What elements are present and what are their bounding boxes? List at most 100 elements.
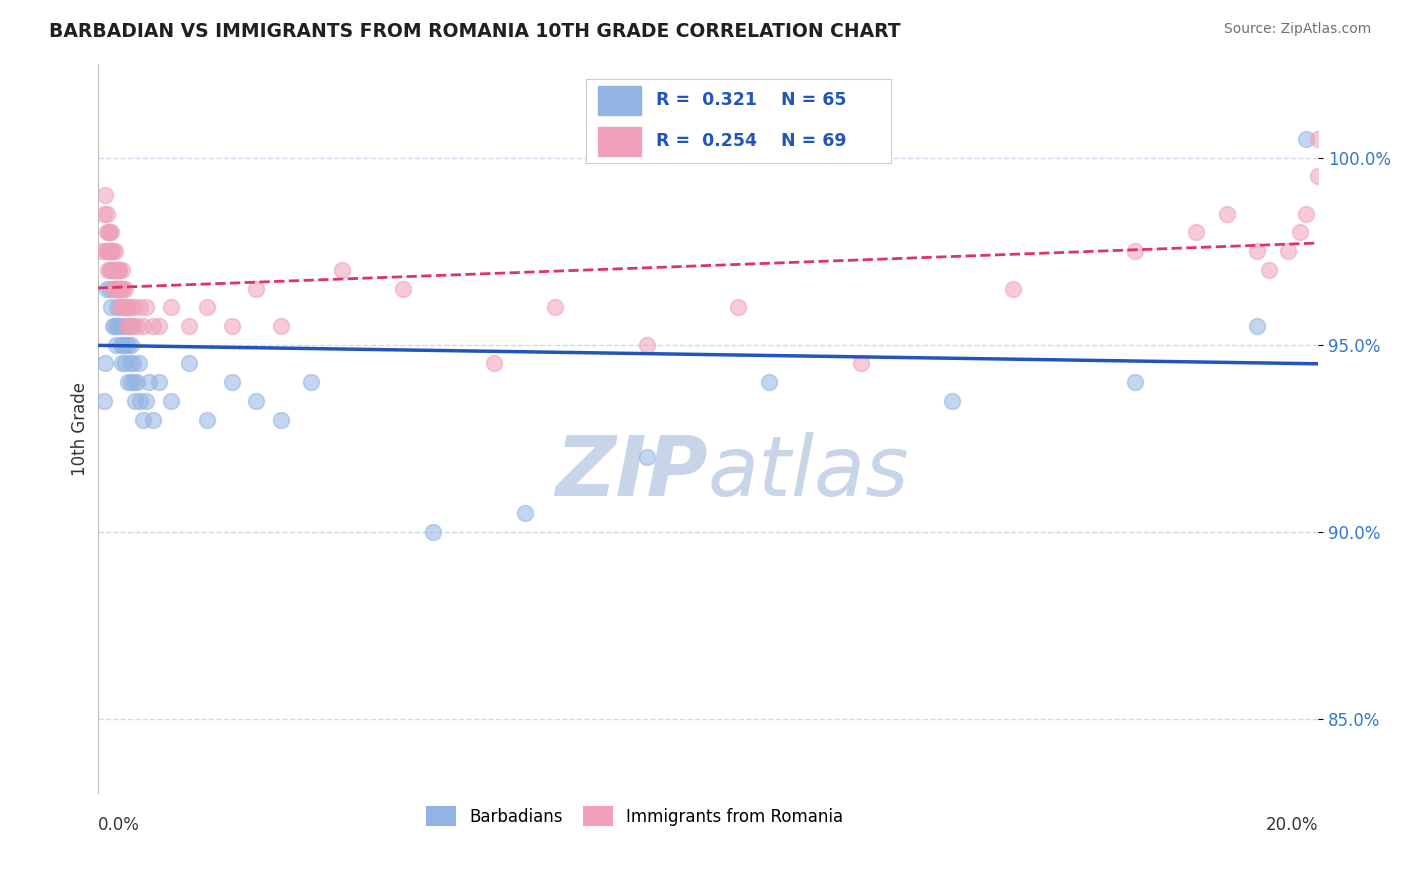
Point bbox=[135, 393, 157, 408]
Point bbox=[107, 282, 129, 296]
Point bbox=[97, 244, 120, 259]
Point bbox=[108, 301, 131, 315]
Point bbox=[148, 375, 170, 389]
Point bbox=[94, 244, 117, 259]
Point bbox=[636, 450, 658, 464]
Point bbox=[117, 337, 139, 351]
Point bbox=[1246, 244, 1268, 259]
Point bbox=[94, 356, 117, 370]
Point bbox=[94, 188, 117, 202]
Point bbox=[111, 263, 134, 277]
Text: 0.0%: 0.0% bbox=[97, 815, 139, 834]
Point bbox=[110, 337, 132, 351]
Point bbox=[101, 318, 124, 333]
Point bbox=[112, 282, 135, 296]
Point bbox=[120, 337, 142, 351]
Point bbox=[135, 301, 157, 315]
Point bbox=[117, 375, 139, 389]
Point bbox=[108, 263, 131, 277]
Point bbox=[1289, 226, 1312, 240]
Point bbox=[112, 301, 135, 315]
Point bbox=[97, 244, 120, 259]
Point bbox=[101, 263, 124, 277]
Legend: Barbadians, Immigrants from Romania: Barbadians, Immigrants from Romania bbox=[419, 799, 851, 833]
Point bbox=[115, 301, 138, 315]
Point bbox=[104, 263, 127, 277]
Point bbox=[104, 282, 127, 296]
Point bbox=[270, 318, 292, 333]
Point bbox=[110, 282, 132, 296]
Point bbox=[98, 244, 121, 259]
Point bbox=[197, 412, 219, 426]
Point bbox=[104, 282, 127, 296]
Point bbox=[96, 282, 118, 296]
Point bbox=[105, 301, 128, 315]
Point bbox=[112, 337, 135, 351]
Point bbox=[93, 393, 115, 408]
Point bbox=[115, 301, 138, 315]
Point bbox=[114, 282, 136, 296]
Point bbox=[141, 412, 163, 426]
Point bbox=[849, 356, 872, 370]
Point bbox=[159, 393, 181, 408]
Point bbox=[104, 263, 127, 277]
Point bbox=[129, 301, 152, 315]
Point bbox=[1246, 318, 1268, 333]
Text: atlas: atlas bbox=[709, 433, 910, 513]
Point bbox=[112, 301, 135, 315]
Point bbox=[391, 282, 413, 296]
Point bbox=[100, 244, 122, 259]
Point bbox=[100, 263, 122, 277]
Point bbox=[98, 282, 121, 296]
Point bbox=[1215, 207, 1237, 221]
Point bbox=[97, 226, 120, 240]
Point bbox=[108, 318, 131, 333]
Text: BARBADIAN VS IMMIGRANTS FROM ROMANIA 10TH GRADE CORRELATION CHART: BARBADIAN VS IMMIGRANTS FROM ROMANIA 10T… bbox=[49, 22, 901, 41]
Point bbox=[299, 375, 322, 389]
Point bbox=[245, 393, 267, 408]
Point bbox=[484, 356, 506, 370]
Point bbox=[1123, 375, 1146, 389]
Point bbox=[111, 301, 134, 315]
Point bbox=[179, 318, 201, 333]
Point bbox=[93, 207, 115, 221]
Point bbox=[104, 318, 127, 333]
Point bbox=[129, 393, 152, 408]
Point bbox=[159, 301, 181, 315]
Point bbox=[114, 318, 136, 333]
Point bbox=[122, 356, 145, 370]
Point bbox=[330, 263, 353, 277]
Point bbox=[197, 301, 219, 315]
Point bbox=[1277, 244, 1299, 259]
Point bbox=[108, 301, 131, 315]
Point bbox=[221, 375, 243, 389]
Point bbox=[100, 244, 122, 259]
Text: 20.0%: 20.0% bbox=[1265, 815, 1319, 834]
Point bbox=[115, 337, 138, 351]
Point bbox=[103, 282, 125, 296]
Point bbox=[91, 244, 114, 259]
Point bbox=[941, 393, 963, 408]
Point bbox=[111, 356, 134, 370]
Point bbox=[98, 263, 121, 277]
Point bbox=[101, 263, 124, 277]
Point bbox=[114, 356, 136, 370]
Point bbox=[118, 318, 141, 333]
Point bbox=[108, 263, 131, 277]
Point bbox=[422, 524, 444, 539]
Point bbox=[179, 356, 201, 370]
Point bbox=[124, 393, 146, 408]
Point bbox=[1258, 263, 1281, 277]
Y-axis label: 10th Grade: 10th Grade bbox=[72, 382, 89, 476]
Point bbox=[127, 375, 149, 389]
Point bbox=[120, 375, 142, 389]
Point bbox=[245, 282, 267, 296]
Point bbox=[100, 301, 122, 315]
Point bbox=[138, 375, 160, 389]
Point bbox=[1295, 132, 1317, 146]
Point bbox=[105, 318, 128, 333]
Point bbox=[221, 318, 243, 333]
Point bbox=[108, 282, 131, 296]
Text: ZIP: ZIP bbox=[555, 433, 709, 513]
Point bbox=[132, 412, 155, 426]
